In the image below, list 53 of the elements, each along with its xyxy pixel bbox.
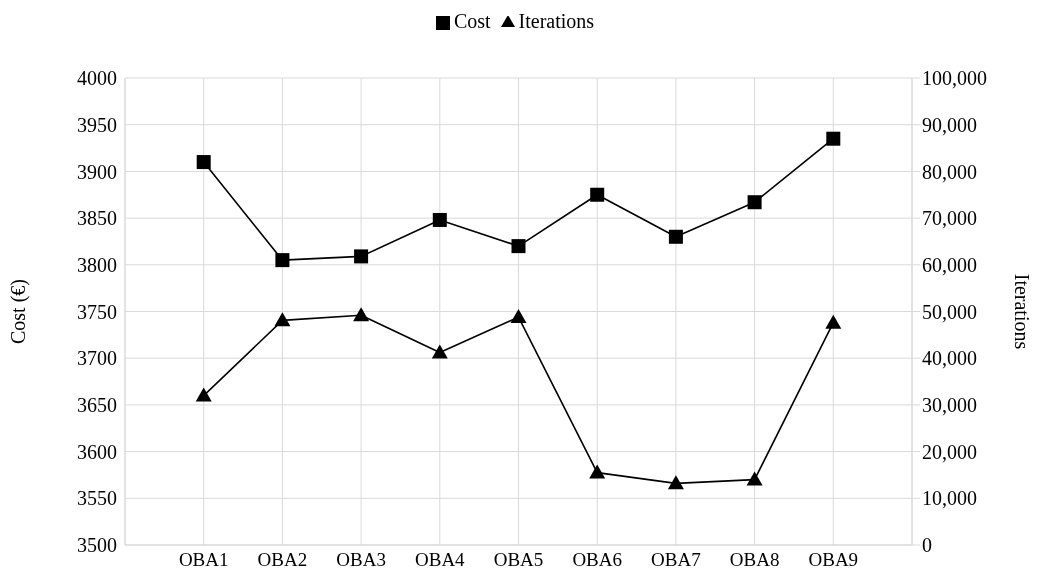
point <box>747 195 762 210</box>
y-tick-label: 3800 <box>77 253 117 276</box>
x-tick-label: OBA8 <box>729 549 780 571</box>
y2-tick-label: 80,000 <box>922 160 977 183</box>
y-tick-label: 3900 <box>77 160 117 183</box>
y-axis-title: Cost (€) <box>7 279 31 344</box>
point <box>826 131 841 146</box>
x-tick-label: OBA1 <box>178 549 229 571</box>
y2-axis-title: Iterations <box>1010 273 1033 350</box>
y-tick-label: 3600 <box>77 440 117 463</box>
y-tick-label: 3500 <box>77 534 117 557</box>
y2-tick-label: 60,000 <box>922 253 977 276</box>
point <box>668 229 683 244</box>
point <box>825 314 842 329</box>
y2-tick-label: 40,000 <box>922 347 977 370</box>
y-tick-label: 3550 <box>77 487 117 510</box>
x-tick-label: OBA2 <box>257 549 308 571</box>
y2-tick-label: 90,000 <box>922 113 977 136</box>
y2-tick-label: 70,000 <box>922 207 977 230</box>
point <box>590 187 605 202</box>
point <box>354 249 369 264</box>
y-tick-label: 3850 <box>77 207 117 230</box>
point <box>746 471 763 486</box>
y-tick-label: 4000 <box>77 67 117 90</box>
point <box>196 155 211 170</box>
point <box>195 387 212 402</box>
point <box>353 307 370 322</box>
y2-tick-label: 10,000 <box>922 487 977 510</box>
point <box>667 475 684 490</box>
x-tick-label: OBA5 <box>493 549 544 571</box>
x-tick-label: OBA7 <box>651 549 701 571</box>
point <box>589 464 606 479</box>
y-tick-label: 3700 <box>77 347 117 370</box>
y2-tick-label: 0 <box>922 534 932 557</box>
point <box>275 253 290 268</box>
x-tick-label: OBA3 <box>336 549 386 571</box>
point <box>511 239 526 254</box>
y2-tick-label: 100,000 <box>922 67 987 90</box>
point <box>431 344 448 359</box>
y2-tick-label: 50,000 <box>922 300 977 323</box>
y-tick-label: 3950 <box>77 113 117 136</box>
y2-tick-label: 30,000 <box>922 394 977 416</box>
point <box>432 212 447 227</box>
legend-label: Cost <box>453 10 491 32</box>
y-tick-label: 3650 <box>77 394 117 416</box>
y-tick-label: 3750 <box>77 300 117 323</box>
point <box>274 312 291 327</box>
x-tick-label: OBA9 <box>808 549 859 571</box>
legend-label: Iterations <box>518 10 595 32</box>
point <box>510 309 527 324</box>
y2-tick-label: 20,000 <box>922 440 977 463</box>
x-tick-label: OBA4 <box>414 549 466 571</box>
x-tick-label: OBA6 <box>572 549 623 571</box>
